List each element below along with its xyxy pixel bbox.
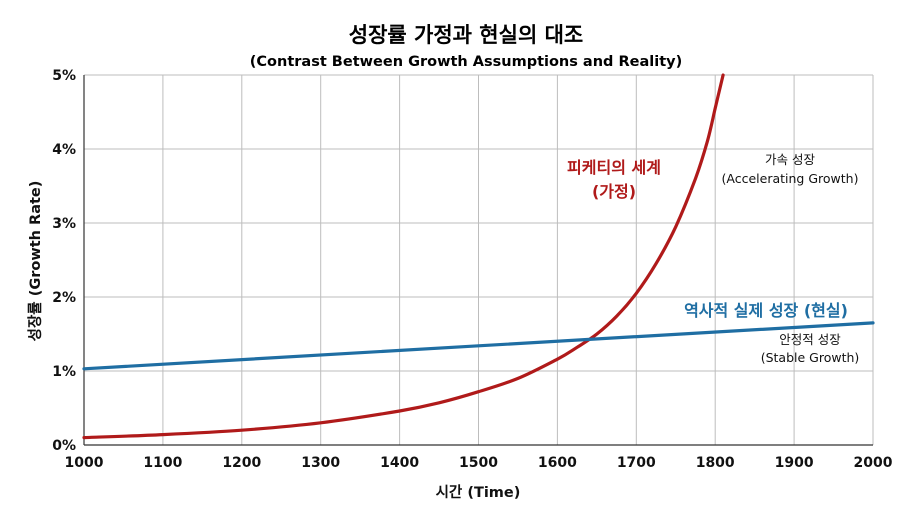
accelerating-growth-label-en: (Accelerating Growth): [722, 171, 859, 186]
x-tick-label: 1200: [222, 455, 261, 471]
x-tick-label: 1400: [380, 455, 419, 471]
x-axis-label: 시간 (Time): [436, 484, 521, 501]
x-tick-label: 2000: [854, 455, 893, 471]
red-series-label-line1: 피케티의 세계: [567, 158, 661, 177]
accelerating-growth-label-ko: 가속 성장: [765, 152, 815, 167]
x-tick-label: 1500: [459, 455, 498, 471]
y-tick-label: 2%: [52, 290, 76, 306]
actual-growth-line: [82, 321, 875, 371]
tick-labels: 1000 1100 1200 1300 1400 1500 1600 1700 1800 1900…: [52, 68, 893, 471]
y-axis-label: 성장률 (Growth Rate): [26, 181, 44, 342]
stable-growth-label-en: (Stable Growth): [761, 350, 860, 365]
stable-growth-label-ko: 안정적 성장: [779, 332, 841, 347]
x-tick-label: 1700: [617, 455, 656, 471]
series-lines: [82, 73, 875, 440]
x-tick-label: 1000: [65, 455, 104, 471]
y-tick-label: 0%: [52, 438, 76, 454]
y-tick-label: 1%: [52, 364, 76, 380]
blue-series-label: 역사적 실제 성장 (현실): [684, 301, 848, 320]
chart-subtitle: (Contrast Between Growth Assumptions and…: [250, 54, 682, 70]
x-tick-label: 1300: [301, 455, 340, 471]
y-tick-label: 4%: [52, 142, 76, 158]
x-tick-label: 1800: [696, 455, 735, 471]
grid: [83, 74, 874, 446]
y-tick-label: 5%: [52, 68, 76, 84]
assumed-growth-line: [82, 73, 725, 440]
x-tick-label: 1900: [775, 455, 814, 471]
x-tick-label: 1600: [538, 455, 577, 471]
red-series-label-line2: (가정): [592, 182, 636, 201]
y-tick-label: 3%: [52, 216, 76, 232]
chart-title: 성장률 가정과 현실의 대조: [349, 23, 583, 47]
x-tick-label: 1100: [143, 455, 182, 471]
